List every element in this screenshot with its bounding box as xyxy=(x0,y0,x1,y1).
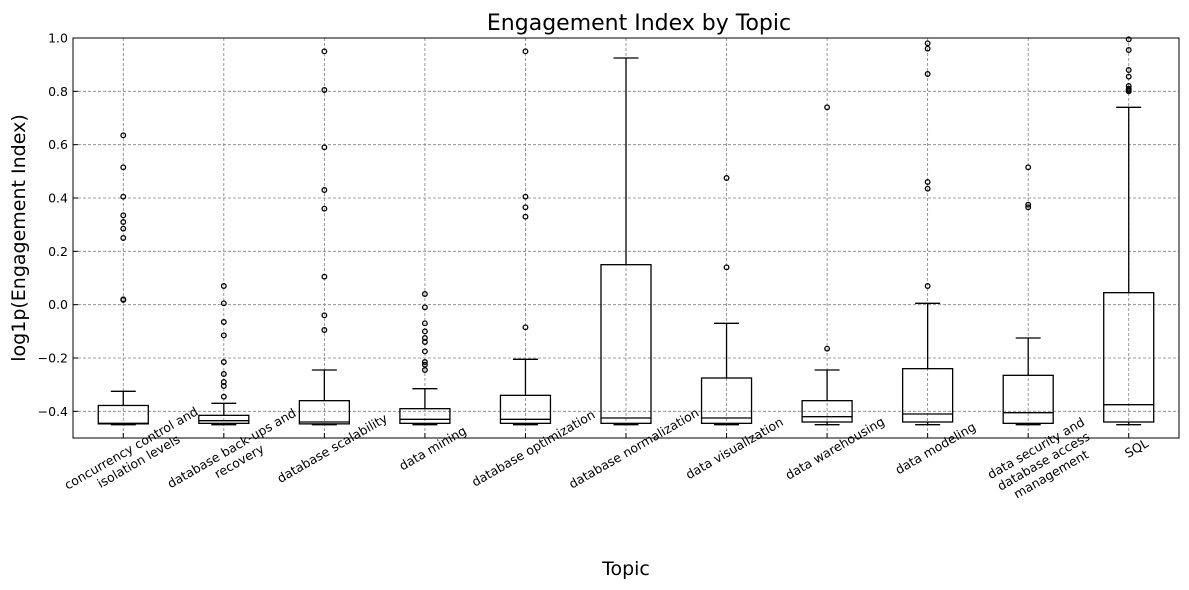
x-axis-label: Topic xyxy=(601,558,650,580)
outlier-point xyxy=(421,361,428,368)
outlier-point xyxy=(924,179,931,185)
outlier-point xyxy=(924,40,931,47)
outlier-point xyxy=(220,371,227,377)
box-group xyxy=(801,104,853,426)
outlier-point xyxy=(321,187,328,193)
outlier-point xyxy=(522,324,529,331)
y-axis-label: log1p(Engagement Index) xyxy=(8,114,30,361)
y-tick-label: 0.6 xyxy=(48,137,68,152)
box-group xyxy=(1103,36,1155,426)
outlier-point xyxy=(924,45,931,52)
plot-frame xyxy=(72,37,1180,439)
outlier-point xyxy=(120,193,127,200)
outlier-point xyxy=(421,348,428,355)
iqr-box xyxy=(1103,292,1155,423)
outlier-point xyxy=(1025,204,1032,211)
outlier-point xyxy=(321,87,328,93)
outlier-point xyxy=(321,312,328,319)
x-axis-ticks: concurrency control andisolation levels d… xyxy=(62,404,1151,508)
outlier-point xyxy=(321,144,328,151)
y-tick-label: −0.2 xyxy=(38,351,68,366)
outlier-point xyxy=(220,383,227,389)
box-group xyxy=(901,40,954,426)
outlier-point xyxy=(321,327,328,333)
y-tick-label: 1.0 xyxy=(48,31,68,46)
outlier-point xyxy=(1125,47,1132,53)
outlier-point xyxy=(924,185,931,192)
box-group xyxy=(1002,164,1054,426)
iqr-box xyxy=(600,264,652,424)
y-tick-label: 0.0 xyxy=(48,297,68,312)
outlier-point xyxy=(723,175,730,181)
iqr-box xyxy=(499,394,552,424)
outlier-point xyxy=(824,345,831,352)
box-group xyxy=(198,283,250,426)
outlier-point xyxy=(522,204,529,211)
x-tick-label: concurrency control andisolation levels xyxy=(62,404,208,506)
y-tick-label: 0.4 xyxy=(48,191,68,206)
outlier-point xyxy=(421,339,428,345)
outlier-point xyxy=(120,212,127,219)
y-tick-label: 0.2 xyxy=(48,244,68,259)
x-tick-label: data security anddatabase accessmanageme… xyxy=(985,414,1102,508)
outlier-point xyxy=(120,235,127,241)
outlier-point xyxy=(522,213,529,220)
outlier-point xyxy=(1125,88,1132,95)
outlier-point xyxy=(421,367,428,373)
outlier-point xyxy=(1125,36,1132,43)
iqr-box xyxy=(198,414,250,424)
iqr-box xyxy=(298,400,351,425)
y-tick-label: 0.8 xyxy=(48,84,68,99)
outlier-point xyxy=(120,296,127,303)
outlier-point xyxy=(1025,201,1032,208)
box-group xyxy=(97,132,149,426)
outlier-point xyxy=(421,359,428,365)
outlier-point xyxy=(824,104,831,111)
outlier-point xyxy=(220,300,227,307)
x-tick-label: SQL xyxy=(1122,435,1151,460)
outlier-point xyxy=(220,393,227,400)
x-tick-label: data modeling xyxy=(892,419,978,477)
iqr-box xyxy=(1002,374,1054,424)
iqr-box xyxy=(801,400,853,423)
outlier-point xyxy=(522,48,529,55)
y-axis-ticks: −0.4 −0.2 0.0 0.2 0.4 0.6 0.8 1.0 xyxy=(38,31,78,419)
outlier-point xyxy=(321,273,328,280)
outlier-point xyxy=(421,320,428,327)
box-group xyxy=(499,48,552,426)
x-tick-label: data mining xyxy=(396,423,468,474)
outlier-point xyxy=(924,71,931,77)
outlier-point xyxy=(220,359,227,365)
outlier-point xyxy=(421,291,428,297)
outlier-point xyxy=(220,283,227,289)
boxes xyxy=(97,36,1155,426)
outlier-point xyxy=(1125,73,1132,80)
box-group xyxy=(298,48,351,426)
iqr-box xyxy=(901,368,954,423)
y-tick-label: −0.4 xyxy=(38,404,68,419)
outlier-point xyxy=(723,264,730,271)
box-group xyxy=(700,175,753,426)
outlier-point xyxy=(120,225,127,232)
outlier-point xyxy=(220,319,227,325)
outlier-point xyxy=(1125,67,1132,73)
box-group xyxy=(600,57,652,426)
outlier-point xyxy=(421,304,428,311)
outlier-point xyxy=(120,132,127,139)
iqr-box xyxy=(399,408,451,424)
outlier-point xyxy=(220,332,227,339)
chart-title: Engagement Index by Topic xyxy=(487,11,791,36)
box-group xyxy=(399,291,451,426)
outlier-point xyxy=(321,205,328,212)
outlier-point xyxy=(120,164,127,171)
outlier-point xyxy=(421,328,428,335)
iqr-box xyxy=(700,377,753,424)
outlier-point xyxy=(120,219,127,225)
outlier-point xyxy=(924,283,931,289)
x-tick-label: data warehousing xyxy=(783,414,887,483)
outlier-point xyxy=(321,48,328,55)
outlier-point xyxy=(1025,164,1032,171)
outlier-point xyxy=(522,193,529,200)
